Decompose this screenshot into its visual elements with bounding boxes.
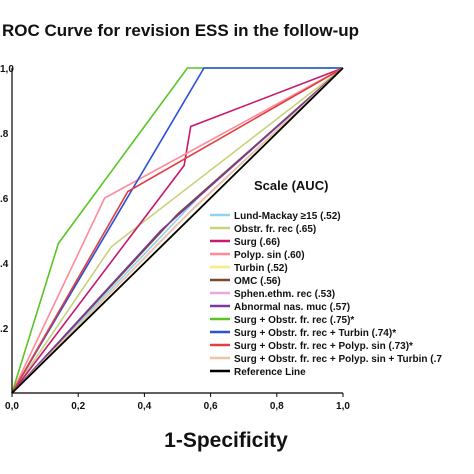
legend-entry: OMC (.56): [234, 276, 281, 287]
x-tick-label: 0,0: [5, 401, 19, 412]
x-tick-label: 0,2: [71, 401, 85, 412]
legend-entry: Obstr. fr. rec (.65): [234, 224, 316, 235]
chart-title: ROC Curve for revision ESS in the follow…: [2, 21, 359, 40]
x-tick-label: 0,8: [270, 401, 284, 412]
legend-entry: Surg (.66): [234, 237, 280, 248]
y-tick-label: .4: [0, 259, 9, 270]
y-tick-label: 1,0: [0, 64, 14, 75]
legend: Lund-Mackay ≥15 (.52) Obstr. fr. rec (.65…: [210, 211, 442, 378]
legend-entry: Abnormal nas. muc (.57): [234, 302, 350, 313]
legend-entry: Surg + Obstr. fr. rec (.75)*: [234, 315, 354, 326]
series-line-4: [11, 67, 344, 394]
series-line-8: [11, 67, 344, 394]
legend-entry: Polyp. sin (.60): [234, 250, 305, 261]
axis-ticks: 0,0 0,2 0,4 0,6 0,8 1,0 .2 .4 .6 .8 1,0: [0, 64, 350, 412]
series-line-11: [11, 67, 344, 394]
series-line-10: [11, 67, 343, 394]
y-tick-label: .6: [0, 194, 9, 205]
x-tick-label: 0,4: [137, 401, 151, 412]
series-line-2: [11, 67, 344, 394]
series-line-13: [11, 67, 344, 394]
legend-entry: Surg + Obstr. fr. rec + Polyp. sin + Tur…: [234, 354, 442, 365]
legend-entry: Surg + Obstr. fr. rec + Polyp. sin (.73)…: [234, 341, 413, 352]
series-line-3: [11, 67, 344, 394]
legend-entry: Reference Line: [234, 367, 306, 378]
legend-entry: Surg + Obstr. fr. rec + Turbin (.74)*: [234, 328, 396, 339]
legend-entry: Lund-Mackay ≥15 (.52): [234, 211, 341, 222]
x-axis-label: 1-Specificity: [164, 429, 288, 452]
legend-entry: Turbin (.52): [234, 263, 288, 274]
x-tick-label: 0,6: [204, 401, 218, 412]
series-lines: [11, 67, 344, 394]
legend-box: [208, 202, 474, 392]
series-line-12: [11, 67, 344, 394]
y-tick-label: .2: [0, 324, 9, 335]
legend-title: Scale (AUC): [254, 178, 328, 193]
y-tick-label: .8: [0, 129, 9, 140]
legend-entry: Sphen.ethm. rec (.53): [234, 289, 335, 300]
x-tick-label: 1,0: [336, 401, 350, 412]
